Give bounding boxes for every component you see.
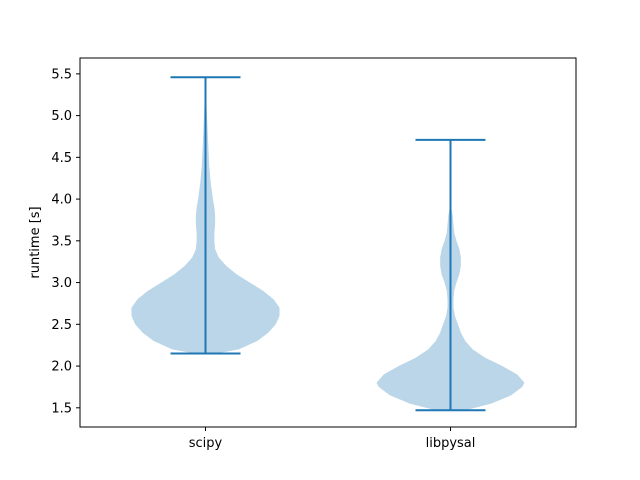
violin-whiskers bbox=[170, 76, 486, 412]
y-tick-label: 3.5 bbox=[51, 234, 72, 249]
x-tick-label: libpysal bbox=[426, 436, 476, 451]
y-tick-label: 1.5 bbox=[51, 401, 72, 416]
y-tick-label: 4.0 bbox=[51, 193, 72, 208]
y-axis-label: runtime [s] bbox=[28, 206, 43, 278]
y-tick-label: 5.0 bbox=[51, 109, 72, 124]
x-axis-ticks: scipy libpysal bbox=[189, 427, 476, 451]
y-tick-label: 2.0 bbox=[51, 360, 72, 375]
x-tick-label: scipy bbox=[189, 436, 223, 451]
axes-frame bbox=[79, 57, 577, 428]
y-tick-label: 2.5 bbox=[51, 318, 72, 333]
y-tick-label: 5.5 bbox=[51, 67, 72, 82]
y-tick-label: 4.5 bbox=[51, 151, 72, 166]
y-axis-ticks: 1.5 2.0 2.5 3.0 3.5 4.0 4.5 5.0 5.5 bbox=[51, 67, 80, 416]
y-tick-label: 3.0 bbox=[51, 276, 72, 291]
